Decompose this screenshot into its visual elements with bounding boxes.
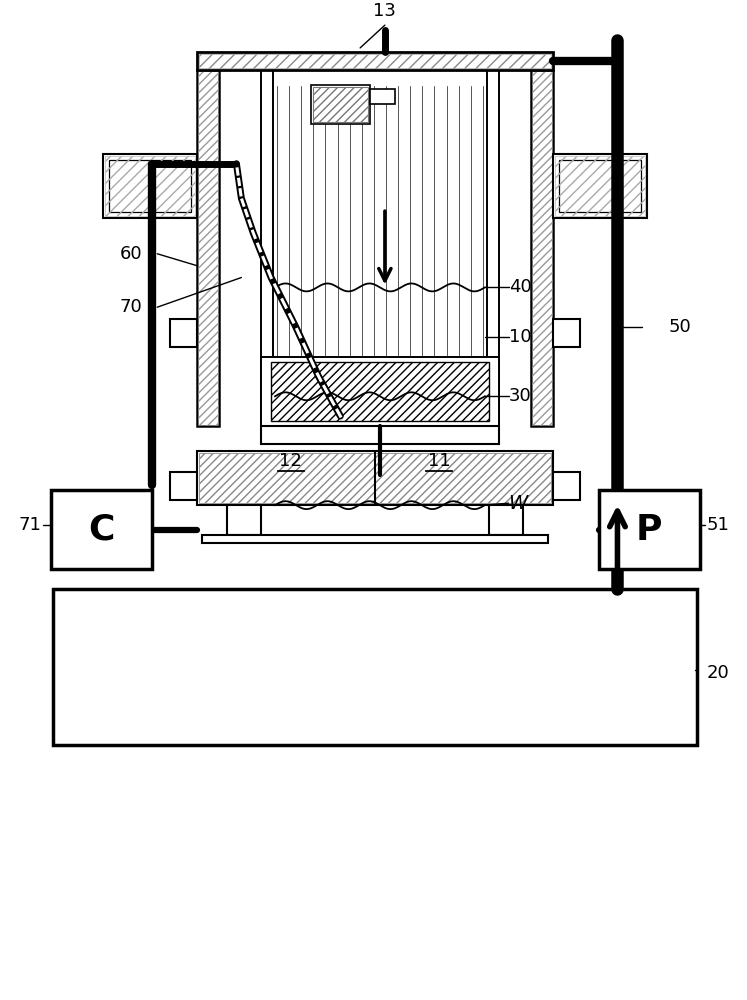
Bar [370,89,394,104]
Bar [52,490,152,569]
Bar [197,451,553,505]
Bar [53,589,697,745]
Bar [487,70,499,426]
Text: P: P [636,513,663,547]
Bar [598,490,700,569]
Text: 71: 71 [19,516,41,534]
Bar [553,154,647,218]
Bar [170,472,197,500]
Bar [553,319,580,347]
Bar [311,85,370,124]
Bar [533,71,552,425]
Text: C: C [89,513,115,547]
Bar [553,472,580,500]
Text: 70: 70 [120,298,143,316]
Bar [109,160,191,212]
Bar [198,71,217,425]
Bar [103,154,197,218]
Bar [531,70,553,426]
Text: 20: 20 [707,664,729,682]
Bar [105,156,195,216]
Text: 12: 12 [279,452,303,470]
Text: 13: 13 [374,2,397,20]
Text: 60: 60 [120,245,143,263]
Bar [197,70,219,426]
Bar [199,54,551,68]
Bar [197,52,553,70]
Bar [273,70,487,426]
Bar [261,426,499,444]
Text: 50: 50 [669,318,692,336]
Text: 30: 30 [509,387,531,405]
Text: 10: 10 [509,328,531,346]
Text: W: W [509,494,528,513]
Bar [226,505,261,535]
Bar [170,319,197,347]
Bar [261,357,499,426]
Text: 11: 11 [428,452,450,470]
Bar [313,87,368,122]
Text: 51: 51 [707,516,729,534]
Bar [555,156,645,216]
Bar [559,160,641,212]
Bar [489,505,524,535]
Bar [202,535,548,543]
Bar [271,362,489,421]
Text: 40: 40 [509,278,531,296]
Bar [199,453,551,503]
Bar [261,70,273,426]
